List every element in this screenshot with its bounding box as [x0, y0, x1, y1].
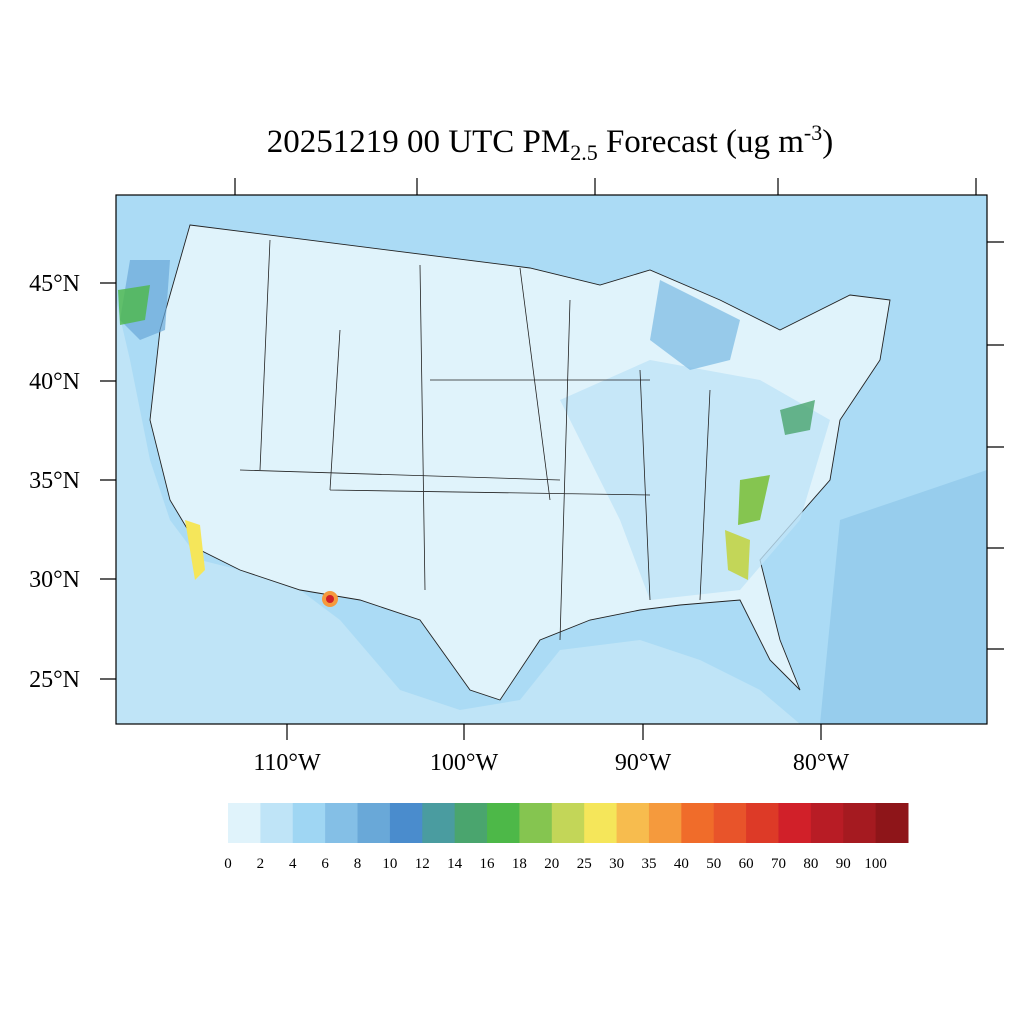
colorbar-box: [810, 803, 844, 843]
colorbar-label: 0: [224, 856, 232, 872]
colorbar-box: [260, 803, 294, 843]
lat-label: 45°N: [29, 271, 80, 297]
colorbar-label: 14: [447, 856, 463, 872]
colorbar-label: 16: [480, 856, 496, 872]
colorbar-label: 40: [674, 856, 689, 872]
plume-oregon: [118, 285, 150, 325]
colorbar-box: [422, 803, 456, 843]
colorbar-label: 2: [257, 856, 265, 872]
colorbar-label: 18: [512, 856, 527, 872]
colorbar-label: 4: [289, 856, 297, 872]
axis-labels: 45°N 40°N 35°N 30°N 25°N 110°W 100°W 90°W 80°W: [29, 271, 849, 776]
lon-label: 90°W: [615, 750, 672, 776]
plume-socal: [185, 520, 205, 580]
state-borders: [239, 239, 711, 641]
title-sub: 2.5: [570, 140, 598, 165]
colorbar-box: [681, 803, 715, 843]
colorbar-box: [843, 803, 877, 843]
colorbar-box: [292, 803, 326, 843]
lat-label: 40°N: [29, 369, 80, 395]
colorbar-label: 60: [739, 856, 754, 872]
title-sup: -3: [804, 120, 822, 145]
colorbar-label: 6: [321, 856, 329, 872]
axis-ticks: [100, 178, 1004, 740]
plume-carolina: [738, 475, 770, 525]
lat-label: 35°N: [29, 468, 80, 494]
colorbar-label: 90: [836, 856, 851, 872]
colorbar-box: [746, 803, 779, 843]
colorbar-box: [616, 803, 650, 843]
lat-label: 25°N: [29, 667, 80, 693]
colorbar-label: 25: [577, 856, 592, 872]
colorbar: 0 2 4 6 8 10 12 14 16 18 20 25 30 35 40 50 60 70 80 90 100: [224, 803, 909, 872]
haze-east: [560, 360, 830, 600]
title-end: ): [822, 124, 833, 160]
colorbar-box: [389, 803, 423, 843]
title-main: 20251219 00 UTC PM: [267, 124, 570, 160]
colorbar-label: 10: [382, 856, 397, 872]
colorbar-label: 20: [544, 856, 559, 872]
lon-label: 80°W: [793, 750, 850, 776]
plume-dc: [780, 400, 815, 435]
colorbar-box: [713, 803, 747, 843]
colorbar-label: 12: [415, 856, 430, 872]
colorbar-label: 80: [803, 856, 818, 872]
plume-georgia: [725, 530, 750, 580]
colorbar-box: [487, 803, 520, 843]
great-lakes: [650, 280, 740, 370]
title: 20251219 00 UTC PM2.5 Forecast (ug m-3): [267, 120, 833, 165]
colorbar-box: [584, 803, 618, 843]
colorbar-label: 30: [609, 856, 624, 872]
colorbar-box: [778, 803, 812, 843]
map-frame: [115, 194, 988, 725]
colorbar-label: 8: [354, 856, 362, 872]
lon-label: 100°W: [430, 750, 499, 776]
colorbar-label: 50: [706, 856, 721, 872]
colorbar-box: [357, 803, 391, 843]
colorbar-box: [875, 803, 909, 843]
colorbar-label: 100: [864, 856, 887, 872]
lat-label: 30°N: [29, 567, 80, 593]
colorbar-box: [454, 803, 488, 843]
colorbar-box: [325, 803, 359, 843]
lon-label: 110°W: [253, 750, 321, 776]
atlantic: [820, 470, 987, 724]
colorbar-box: [228, 803, 261, 843]
colorbar-box: [519, 803, 553, 843]
colorbar-label: 35: [641, 856, 656, 872]
plume-texas-core: [326, 595, 334, 603]
colorbar-box: [551, 803, 585, 843]
colorbar-label: 70: [771, 856, 786, 872]
colorbar-box: [648, 803, 682, 843]
title-mid: Forecast (ug m: [598, 124, 805, 160]
map-area: [100, 178, 1004, 740]
